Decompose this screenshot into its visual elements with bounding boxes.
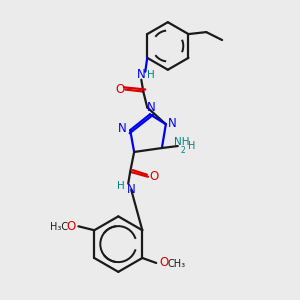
Text: O: O (115, 83, 124, 96)
Text: H: H (147, 70, 155, 80)
Text: O: O (67, 220, 76, 233)
Text: CH₃: CH₃ (168, 259, 186, 269)
Text: N: N (137, 68, 146, 81)
Text: N: N (118, 122, 127, 135)
Text: 2: 2 (180, 146, 185, 155)
Text: H: H (188, 141, 195, 151)
Text: N: N (167, 117, 176, 130)
Text: O: O (160, 256, 169, 269)
Text: N: N (127, 183, 136, 196)
Text: NH: NH (174, 137, 190, 147)
Text: H₃C: H₃C (50, 222, 68, 232)
Text: O: O (149, 170, 159, 183)
Text: H: H (117, 181, 125, 191)
Text: N: N (147, 101, 155, 114)
